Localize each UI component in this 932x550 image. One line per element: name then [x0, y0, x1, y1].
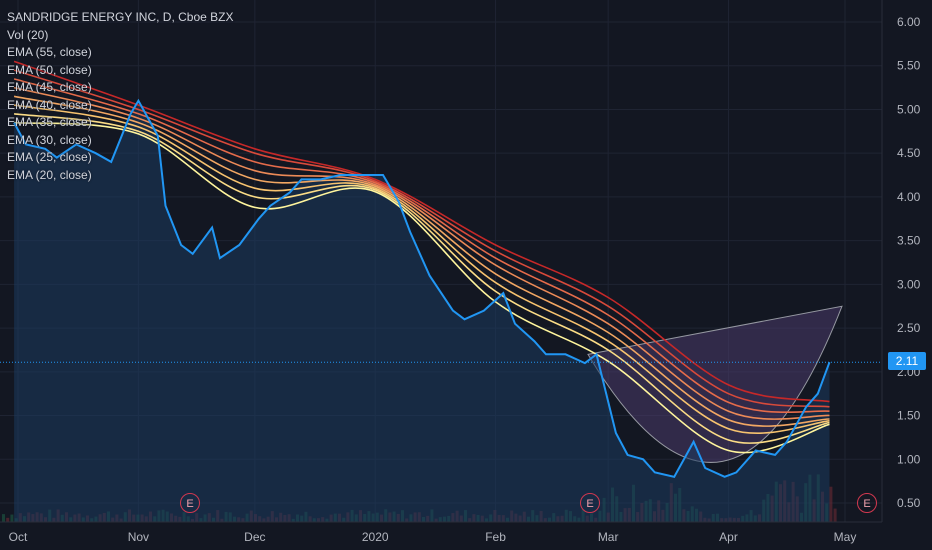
- volume-bar: [833, 508, 837, 522]
- earnings-marker-nov[interactable]: E: [180, 493, 200, 513]
- legend-ema-25[interactable]: EMA (25, close): [7, 150, 92, 164]
- legend-ema-30[interactable]: EMA (30, close): [7, 132, 92, 147]
- ema-line-30: [13, 104, 830, 434]
- time-tick-label: Nov: [128, 530, 149, 544]
- earnings-marker-may[interactable]: E: [857, 493, 877, 513]
- legend-volume[interactable]: Vol (20): [7, 27, 49, 42]
- time-tick-label: Feb: [485, 530, 506, 544]
- earnings-marker-mar[interactable]: E: [580, 493, 600, 513]
- volume-bar: [10, 514, 14, 522]
- ema-line-40: [13, 86, 830, 420]
- legend: SANDRIDGE ENERGY INC, D, Cboe BZX Vol (2…: [7, 9, 234, 184]
- volume-bar: [6, 517, 10, 522]
- time-tick-label: Apr: [719, 530, 738, 544]
- legend-ema-40[interactable]: EMA (40, close): [7, 97, 92, 112]
- price-area-fill: [14, 100, 830, 522]
- ema-line-25: [14, 113, 830, 444]
- time-tick-label: Dec: [244, 530, 265, 544]
- price-tick-label: 0.50: [897, 496, 921, 510]
- symbol-title[interactable]: SANDRIDGE ENERGY INC, D, Cboe BZX: [7, 10, 234, 24]
- price-axis: 6.005.505.004.504.003.503.002.502.001.50…: [881, 0, 932, 550]
- ema-line-45: [13, 78, 830, 414]
- time-axis: Oct Nov Dec 2020 Feb Mar Apr May: [0, 521, 932, 550]
- legend-ema-20[interactable]: EMA (20, close): [7, 167, 92, 182]
- legend-ema-55[interactable]: EMA (55, close): [7, 45, 92, 59]
- cup-pattern-drawing: [587, 305, 843, 463]
- price-tick-label: 3.50: [897, 234, 921, 248]
- price-tick-label: 3.00: [897, 277, 921, 291]
- legend-ema-45[interactable]: EMA (45, close): [7, 80, 92, 94]
- legend-ema-35[interactable]: EMA (35, close): [7, 115, 92, 129]
- ema-line-55: [13, 60, 830, 403]
- price-tick-label: 5.50: [897, 59, 921, 73]
- price-tick-label: 2.50: [897, 321, 921, 335]
- price-tick-label: 6.00: [897, 15, 921, 29]
- ema-ribbon: [13, 60, 830, 454]
- time-tick-label: Oct: [9, 530, 28, 544]
- legend-ema-50[interactable]: EMA (50, close): [7, 62, 92, 77]
- price-tick-label: 5.00: [897, 102, 921, 116]
- price-tick-label: 4.00: [897, 190, 921, 204]
- price-line: [13, 98, 831, 478]
- volume-bar: [829, 486, 833, 522]
- price-tick-label: 4.50: [897, 146, 921, 160]
- time-axis-bg: [0, 522, 932, 550]
- price-axis-bg: [882, 0, 932, 550]
- last-price-label: 2.11: [888, 352, 926, 370]
- price-tick-label: 1.00: [897, 452, 921, 466]
- time-tick-label: May: [834, 530, 857, 544]
- time-tick-label: Mar: [598, 530, 619, 544]
- time-tick-label: 2020: [362, 530, 389, 544]
- ema-line-20: [14, 121, 830, 454]
- volume-bar: [2, 514, 5, 522]
- ema-line-50: [13, 69, 830, 408]
- price-tick-label: 1.50: [897, 409, 921, 423]
